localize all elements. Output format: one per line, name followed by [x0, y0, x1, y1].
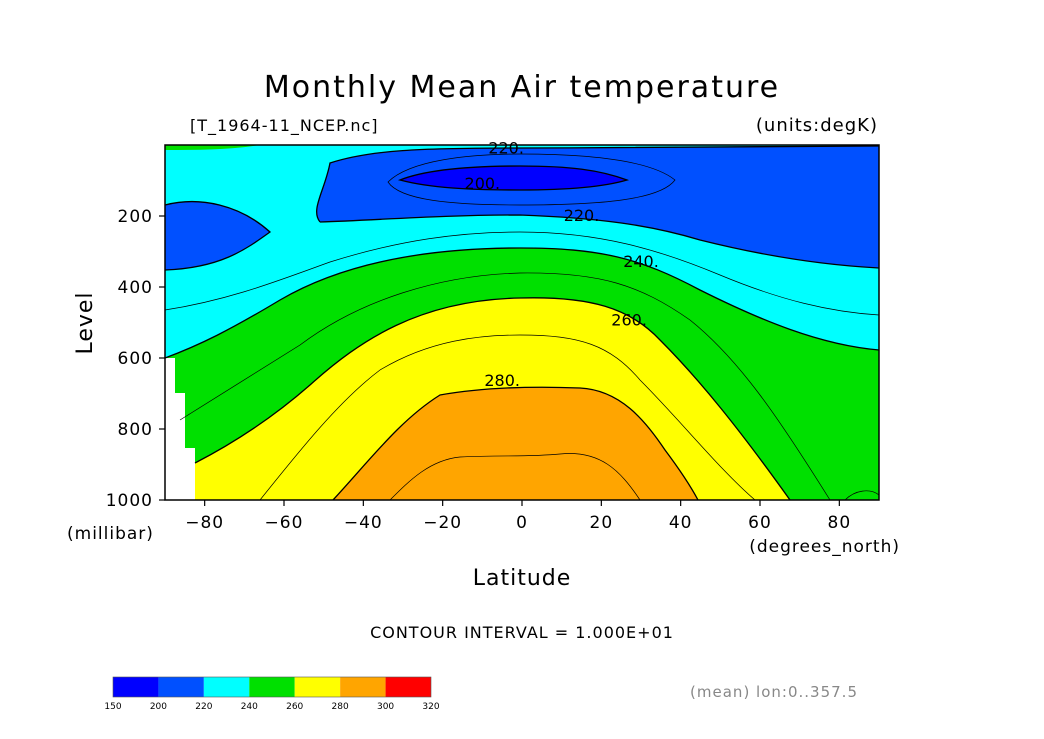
band-top-edge: [165, 145, 260, 150]
y-units: (millibar): [67, 524, 154, 544]
contour-label: 260.: [611, 311, 647, 330]
y-tick-label: 1000: [106, 491, 153, 511]
colorbar-swatch: [385, 677, 431, 697]
colorbar-level-label: 200: [150, 702, 167, 712]
footer-note: (mean) lon:0..357.5: [690, 683, 858, 701]
contour-label: 240.: [623, 252, 659, 271]
chart-title: Monthly Mean Air temperature: [264, 70, 780, 105]
contour-280: [332, 386, 699, 501]
y-axis-label: Level: [73, 291, 98, 354]
x-axis-label: Latitude: [473, 566, 572, 591]
colorbar-frame: [112, 676, 432, 698]
contour-label: 200.: [465, 174, 501, 193]
file-label: [T_1964-11_NCEP.nc]: [190, 116, 379, 136]
x-tick-label: −80: [185, 513, 224, 533]
colorbar-level-label: 320: [422, 702, 439, 712]
colorbar-swatch: [113, 677, 159, 697]
contour-labels: 220. 200. 220. 240. 260. 280.: [465, 139, 659, 391]
contour-label: 220.: [564, 206, 600, 225]
contour-220-left: [164, 201, 272, 271]
y-tick-label: 400: [118, 278, 153, 298]
colorbar: 150 200 220 240 260 280 300 320: [104, 676, 440, 712]
colorbar-level-label: 280: [332, 702, 349, 712]
colorbar-swatch: [158, 677, 204, 697]
colorbar-swatch: [249, 677, 295, 697]
units-label: (units:degK): [756, 115, 878, 136]
band-280-300: [333, 387, 698, 500]
x-tick-label: 80: [828, 513, 852, 533]
x-axis: −80 −60 −40 −20 0 20 40 60 80: [185, 500, 852, 533]
colorbar-swatch: [294, 677, 341, 697]
colorbar-level-label: 300: [377, 702, 394, 712]
contour-200: [397, 165, 630, 191]
y-axis: 200 400 600 800 1000: [106, 207, 165, 511]
contour-260: [194, 297, 791, 501]
contour-label: 220.: [488, 139, 524, 158]
x-tick-label: −60: [265, 513, 304, 533]
contour-250: [179, 272, 831, 501]
contour-290: [389, 453, 641, 501]
x-tick-label: 40: [669, 513, 693, 533]
colorbar-swatch: [340, 677, 386, 697]
y-tick-label: 600: [118, 349, 153, 369]
plot-area: 220. 200. 220. 240. 260. 280.: [164, 139, 880, 501]
colorbar-level-label: 150: [104, 702, 121, 712]
x-tick-label: −40: [344, 513, 383, 533]
y-tick-label: 200: [118, 207, 153, 227]
colorbar-level-label: 240: [241, 702, 258, 712]
missing-data-region: [165, 358, 195, 500]
band-150-200: [400, 166, 627, 190]
contour-250-right: [844, 490, 880, 501]
x-tick-label: −20: [423, 513, 462, 533]
contour-210: [387, 153, 676, 206]
x-tick-label: 20: [590, 513, 614, 533]
x-units: (degrees_north): [749, 537, 900, 557]
colorbar-level-label: 220: [195, 702, 212, 712]
x-tick-label: 60: [748, 513, 772, 533]
contour-220-top: [316, 145, 880, 269]
contour-270: [259, 334, 756, 501]
contour-240: [164, 247, 880, 359]
x-tick-label: 0: [516, 513, 528, 533]
colorbar-level-label: 260: [286, 702, 303, 712]
contour-interval-text: CONTOUR INTERVAL = 1.000E+01: [370, 623, 674, 642]
band-200-220-left: [165, 201, 270, 270]
contour-lines: [164, 145, 880, 501]
y-tick-label: 800: [118, 420, 153, 440]
contour-label: 280.: [484, 371, 520, 390]
colorbar-swatch: [203, 677, 250, 697]
contour-230: [164, 231, 880, 316]
